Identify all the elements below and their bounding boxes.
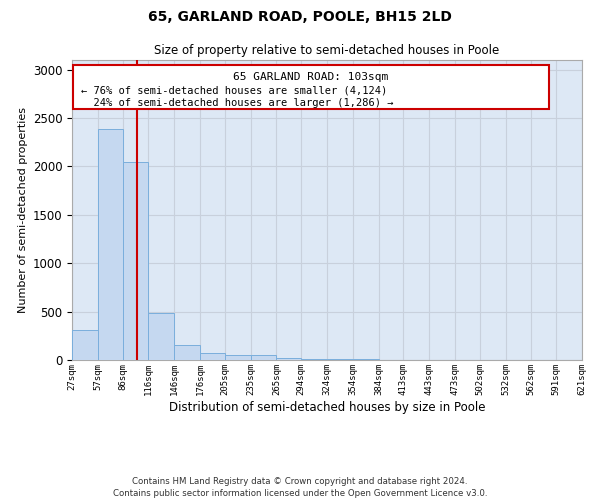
Title: Size of property relative to semi-detached houses in Poole: Size of property relative to semi-detach… [154,44,500,58]
Bar [174,346,200,360]
Text: 24% of semi-detached houses are larger (1,286) →: 24% of semi-detached houses are larger (… [82,98,394,108]
Bar [327,359,353,360]
Bar [98,128,122,360]
Bar [225,355,251,360]
Y-axis label: Number of semi-detached properties: Number of semi-detached properties [19,107,28,313]
Text: ← 76% of semi-detached houses are smaller (4,124): ← 76% of semi-detached houses are smalle… [82,86,388,96]
Text: Contains HM Land Registry data © Crown copyright and database right 2024.
Contai: Contains HM Land Registry data © Crown c… [113,476,487,498]
X-axis label: Distribution of semi-detached houses by size in Poole: Distribution of semi-detached houses by … [169,400,485,413]
Bar [200,352,225,360]
FancyBboxPatch shape [73,65,550,110]
Bar [251,355,277,360]
Bar [122,162,148,360]
Bar [301,358,327,360]
Text: 65, GARLAND ROAD, POOLE, BH15 2LD: 65, GARLAND ROAD, POOLE, BH15 2LD [148,10,452,24]
Bar [148,312,174,360]
Text: 65 GARLAND ROAD: 103sqm: 65 GARLAND ROAD: 103sqm [233,72,389,83]
Bar [277,358,301,360]
Bar [72,330,98,360]
Bar [353,359,379,360]
